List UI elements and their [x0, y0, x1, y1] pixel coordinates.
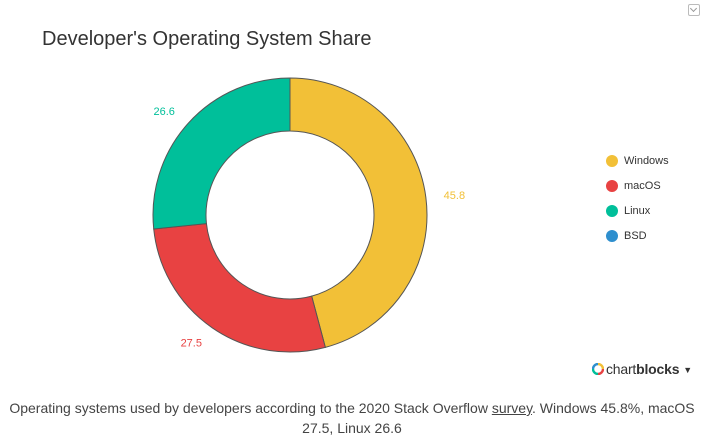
chartblocks-logo[interactable]: chartblocks ▼: [592, 361, 692, 377]
legend-swatch-bsd: [606, 229, 618, 242]
legend-swatch-windows: [606, 154, 618, 167]
chevron-down-icon[interactable]: ▼: [683, 365, 693, 375]
legend-swatch-macos: [606, 179, 618, 192]
caption: Operating systems used by developers acc…: [0, 398, 704, 438]
legend: Windows macOS Linux BSD: [606, 148, 669, 248]
legend-item-windows[interactable]: Windows: [606, 148, 669, 173]
donut-slices: [152, 77, 428, 353]
slice-macos[interactable]: [153, 223, 326, 353]
slice-linux[interactable]: [152, 77, 291, 230]
chart-title: Developer's Operating System Share: [42, 28, 372, 50]
legend-item-bsd[interactable]: BSD: [606, 223, 669, 248]
legend-item-linux[interactable]: Linux: [606, 198, 669, 223]
legend-swatch-linux: [606, 204, 618, 217]
legend-label-bsd: BSD: [624, 229, 647, 242]
donut-chart: 45.8 27.5 26.6: [152, 77, 466, 353]
legend-label-linux: Linux: [624, 204, 651, 217]
data-label-windows: 45.8: [444, 190, 465, 202]
data-label-macos: 27.5: [181, 338, 202, 350]
survey-link[interactable]: survey: [491, 400, 533, 416]
slice-labels: 45.8 27.5 26.6: [154, 106, 466, 349]
slice-windows[interactable]: [289, 77, 428, 348]
data-label-linux: 26.6: [154, 106, 175, 118]
collapse-toggle[interactable]: [688, 4, 700, 16]
chartblocks-wordmark: chartblocks: [606, 361, 680, 377]
legend-label-macos: macOS: [624, 179, 661, 192]
legend-label-windows: Windows: [624, 154, 669, 167]
legend-item-macos[interactable]: macOS: [606, 173, 669, 198]
caption-text-start: Operating systems used by developers acc…: [9, 400, 492, 416]
chart-card: Developer's Operating System Share 45.8 2…: [0, 0, 704, 386]
chartblocks-ring-icon: [592, 363, 604, 375]
caption-text-end: . Windows 45.8%, macOS 27.5, Linux 26.6: [302, 400, 695, 436]
